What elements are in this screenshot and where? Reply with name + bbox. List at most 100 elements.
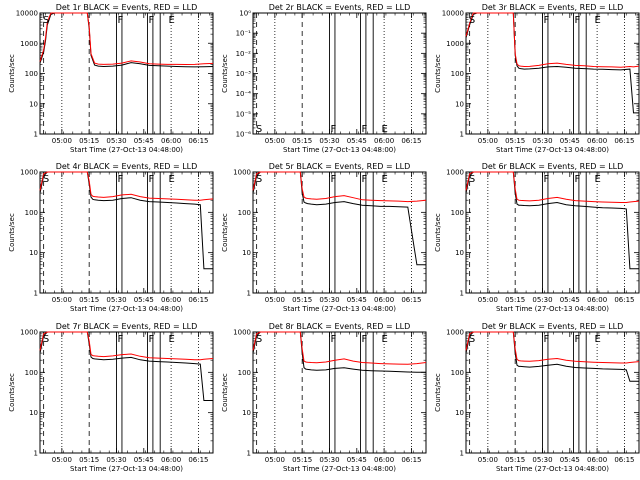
y-tick-label: 100 [25, 369, 38, 377]
series-events-line [39, 331, 213, 401]
panel-title: Det 6r BLACK = Events, RED = LLD [482, 162, 624, 171]
y-tick-label: 1000 [446, 40, 464, 48]
saa-marker-label: F [543, 174, 549, 185]
x-tick-label: 05:00 [265, 296, 285, 304]
y-tick-label: 10⁻¹ [236, 30, 252, 38]
y-axis-label: Counts/sec [8, 373, 16, 412]
x-axis-label: Start Time (27-Oct-13 04:48:00) [70, 146, 183, 154]
saa-marker-label: E [168, 334, 174, 345]
panel-det-7: Det 7r BLACK = Events, RED = LLD Counts/s… [8, 322, 214, 473]
series-events-line [465, 331, 639, 382]
panel-title: Det 4r BLACK = Events, RED = LLD [56, 162, 198, 171]
x-axis-label: Start Time (27-Oct-13 04:48:00) [70, 305, 183, 313]
series-lld-line [252, 171, 427, 203]
y-axis-label: Counts/sec [221, 373, 229, 412]
plot-frame [252, 12, 427, 135]
y-tick-label: 1000 [446, 329, 464, 337]
panel-det-8: Det 8r BLACK = Events, RED = LLD Counts/s… [221, 322, 427, 473]
saa-marker-label: F [117, 174, 123, 185]
panel-det-6: Det 6r BLACK = Events, RED = LLD Counts/s… [434, 162, 640, 313]
panel-det-3: Det 3r BLACK = Events, RED = LLD Counts/s… [434, 3, 640, 154]
x-tick-label: 06:00 [161, 296, 181, 304]
y-tick-label: 1000 [233, 329, 251, 337]
plot-frame [252, 171, 427, 294]
x-tick-label: 05:00 [478, 296, 498, 304]
x-tick-label: 05:30 [106, 137, 126, 145]
y-tick-label: 10 [242, 249, 251, 257]
x-tick-label: 06:15 [614, 456, 634, 464]
x-axis-label: Start Time (27-Oct-13 04:48:00) [283, 146, 396, 154]
saa-marker-label: F [148, 174, 154, 185]
saa-marker-label: F [543, 15, 549, 26]
panel-title: Det 2r BLACK = Events, RED = LLD [269, 3, 411, 12]
saa-marker-label: S [43, 334, 49, 345]
x-tick-label: 06:15 [614, 296, 634, 304]
saa-marker-label: S [43, 15, 49, 26]
saa-marker-label: F [330, 124, 336, 135]
y-tick-label: 100 [25, 209, 38, 217]
y-tick-label: 10 [29, 409, 38, 417]
x-tick-label: 06:15 [401, 456, 421, 464]
x-tick-label: 05:15 [292, 137, 312, 145]
y-tick-label: 10 [455, 100, 464, 108]
x-tick-label: 05:45 [347, 296, 367, 304]
x-tick-label: 06:00 [587, 456, 607, 464]
panel-title: Det 5r BLACK = Events, RED = LLD [269, 162, 411, 171]
y-tick-label: 1 [247, 290, 251, 298]
saa-marker-label: S [43, 174, 49, 185]
y-axis-label: Counts/sec [8, 54, 16, 93]
series-lld-line [465, 171, 640, 203]
y-axis-label: Counts/sec [8, 213, 16, 252]
plot-frame [39, 171, 214, 294]
x-axis-label: Start Time (27-Oct-13 04:48:00) [496, 305, 609, 313]
plot-frame [252, 331, 427, 454]
panel-det-1: Det 1r BLACK = Events, RED = LLD Counts/s… [8, 3, 214, 154]
x-tick-label: 06:00 [374, 296, 394, 304]
x-tick-label: 05:30 [106, 456, 126, 464]
saa-marker-label: F [330, 174, 336, 185]
y-tick-label: 1000 [20, 169, 38, 177]
y-axis-label: Counts/sec [221, 213, 229, 252]
y-tick-label: 1 [247, 450, 251, 458]
x-axis-label: Start Time (27-Oct-13 04:48:00) [496, 146, 609, 154]
x-tick-label: 05:00 [265, 456, 285, 464]
x-tick-label: 05:30 [106, 296, 126, 304]
x-tick-label: 06:00 [161, 137, 181, 145]
saa-marker-label: E [168, 174, 174, 185]
saa-marker-label: F [543, 334, 549, 345]
x-tick-label: 05:30 [319, 296, 339, 304]
x-tick-label: 05:30 [532, 137, 552, 145]
x-tick-label: 05:30 [319, 456, 339, 464]
x-tick-label: 05:15 [79, 137, 99, 145]
x-tick-label: 05:30 [532, 296, 552, 304]
x-tick-label: 05:00 [265, 137, 285, 145]
x-tick-label: 06:00 [374, 456, 394, 464]
y-tick-label: 10000 [16, 10, 38, 18]
y-tick-label: 10⁻⁴ [236, 90, 252, 98]
saa-marker-label: S [256, 174, 262, 185]
series-events-line [39, 171, 213, 270]
x-tick-label: 05:15 [505, 296, 525, 304]
plot-frame [39, 331, 214, 454]
series-lld-line [39, 171, 214, 201]
x-axis-label: Start Time (27-Oct-13 04:48:00) [496, 465, 609, 473]
x-tick-label: 05:15 [292, 456, 312, 464]
y-tick-label: 100 [238, 369, 251, 377]
x-tick-label: 06:15 [614, 137, 634, 145]
x-tick-label: 05:45 [347, 137, 367, 145]
y-tick-label: 10⁻⁶ [236, 131, 252, 139]
series-events-line [252, 171, 426, 266]
plot-frame [39, 12, 214, 135]
x-tick-label: 05:15 [292, 296, 312, 304]
y-axis-label: Counts/sec [434, 373, 442, 412]
y-tick-label: 10⁻² [236, 50, 252, 58]
series-events-line [465, 171, 639, 270]
y-tick-label: 1000 [20, 40, 38, 48]
x-tick-label: 06:15 [401, 296, 421, 304]
x-tick-label: 05:45 [134, 137, 154, 145]
panel-det-9: Det 9r BLACK = Events, RED = LLD Counts/s… [434, 322, 640, 473]
series-lld-line [39, 331, 214, 361]
y-tick-label: 10 [455, 249, 464, 257]
y-tick-label: 10000 [442, 10, 464, 18]
saa-marker-label: E [381, 174, 387, 185]
